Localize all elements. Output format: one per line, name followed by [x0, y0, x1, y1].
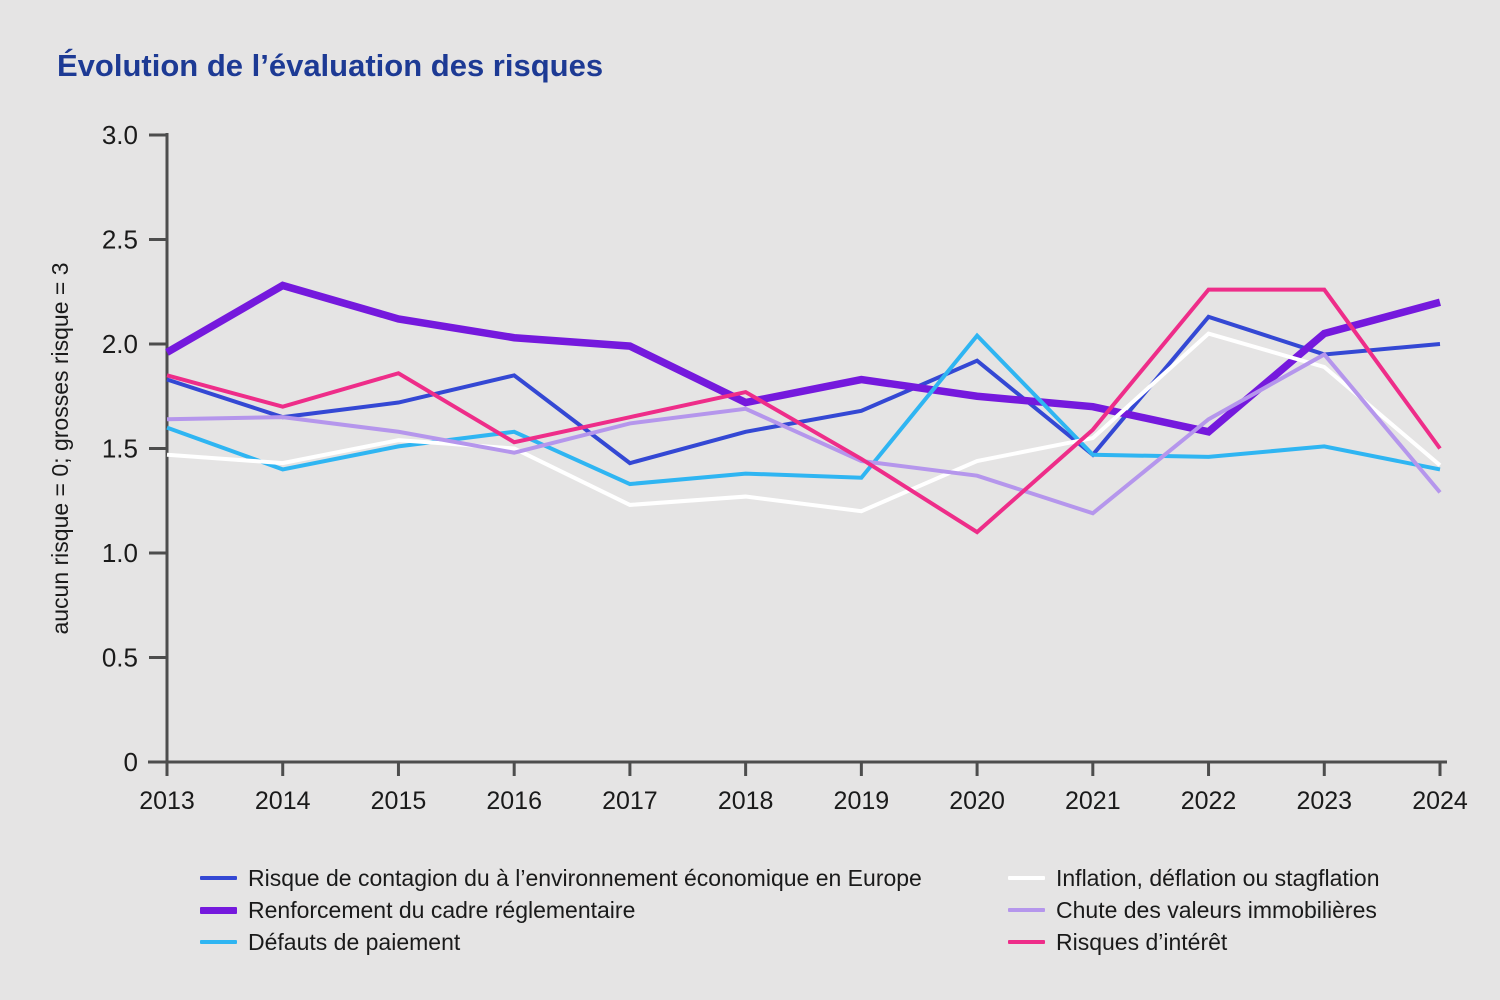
x-tick-label: 2022	[1181, 787, 1237, 815]
legend-label: Risques d’intérêt	[1056, 928, 1228, 955]
series-line-3	[166, 331, 1442, 514]
legend-swatch-line	[1008, 876, 1045, 880]
legend-item: Risque de contagion du à l’environnement…	[200, 862, 922, 894]
legend-swatch-line	[200, 940, 237, 944]
series-line-0	[166, 314, 1441, 466]
y-tick-label: 0.5	[102, 643, 138, 673]
legend-label: Inflation, déflation ou stagflation	[1056, 864, 1380, 891]
x-tick-label: 2021	[1065, 787, 1121, 815]
y-tick-label: 1.0	[102, 538, 138, 568]
legend-item: Renforcement du cadre réglementaire	[200, 894, 922, 926]
legend-swatch-line	[1008, 940, 1045, 944]
y-tick-label: 2.0	[102, 329, 138, 359]
x-tick-label: 2015	[371, 787, 427, 815]
y-tick-label: 3.0	[102, 120, 138, 150]
legend-label: Renforcement du cadre réglementaire	[248, 896, 636, 923]
plot-area: 0 0.5 1.0 1.5 2.0 2.5 3.0 2013 2014 2015 2016 2017 2…	[47, 120, 1468, 815]
y-tick-label: 2.5	[102, 225, 138, 255]
x-tick-label: 2020	[949, 787, 1005, 815]
x-tick-label: 2024	[1412, 787, 1468, 815]
legend-left-column: Risque de contagion du à l’environnement…	[200, 862, 922, 958]
x-tick-label: 2023	[1296, 787, 1352, 815]
series-line-1	[165, 281, 1441, 436]
legend-swatch-line	[200, 906, 237, 914]
x-tick-label: 2017	[602, 787, 658, 815]
y-tick-label: 0	[124, 747, 138, 777]
series-line-5	[166, 287, 1442, 535]
x-tick-label: 2014	[255, 787, 311, 815]
legend-item: Chute des valeurs immobilières	[1008, 894, 1380, 926]
legend-label: Chute des valeurs immobilières	[1056, 896, 1377, 923]
series-line-4	[166, 351, 1442, 516]
series-line-2	[166, 332, 1441, 487]
legend-item: Défauts de paiement	[200, 926, 922, 958]
x-tick-label: 2019	[834, 787, 890, 815]
legend-item: Risques d’intérêt	[1008, 926, 1380, 958]
legend-label: Défauts de paiement	[248, 928, 461, 955]
legend-item: Inflation, déflation ou stagflation	[1008, 862, 1380, 894]
x-tick-label: 2013	[139, 787, 195, 815]
legend-swatch-line	[1008, 908, 1045, 912]
legend-label: Risque de contagion du à l’environnement…	[248, 864, 922, 891]
legend-swatch-line	[200, 876, 237, 880]
chart-title: Évolution de l’évaluation des risques	[57, 48, 604, 83]
x-tick-label: 2018	[718, 787, 774, 815]
legend-right-column: Inflation, déflation ou stagflation Chute…	[1008, 862, 1380, 958]
y-tick-label: 1.5	[102, 434, 138, 464]
x-tick-label: 2016	[486, 787, 542, 815]
y-axis-title: aucun risque = 0; grosses risque = 3	[47, 262, 73, 634]
